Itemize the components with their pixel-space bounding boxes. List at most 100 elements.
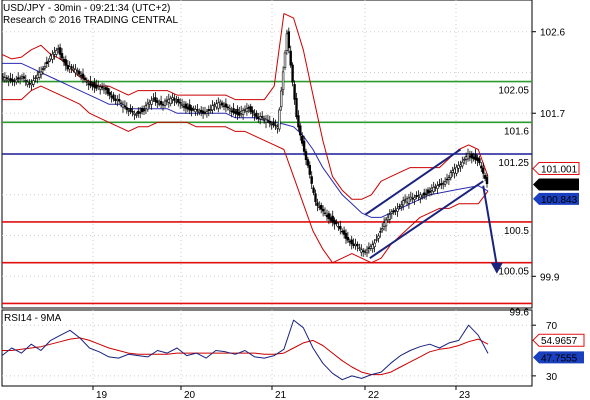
candle-body xyxy=(323,212,327,214)
candle-body xyxy=(146,103,149,110)
candle-body xyxy=(386,216,390,221)
candle-body xyxy=(295,98,298,118)
candle-body xyxy=(222,105,226,108)
candle-body xyxy=(114,98,117,102)
candle-body xyxy=(13,80,16,82)
candle-body xyxy=(74,69,77,74)
candle-body xyxy=(188,104,191,111)
candle-body xyxy=(266,119,270,122)
candle-body xyxy=(156,100,159,103)
candle-body xyxy=(39,71,43,75)
candle-body xyxy=(104,87,108,90)
channel-lower-line xyxy=(369,180,484,260)
candle-body xyxy=(7,79,10,82)
rsi-tag-label: 47.7555 xyxy=(541,353,578,364)
candle-body xyxy=(329,217,332,221)
candle-body xyxy=(211,105,214,111)
candle-body xyxy=(400,204,403,207)
candle-body xyxy=(161,104,165,106)
candle-body xyxy=(140,108,144,113)
candle-body xyxy=(382,222,386,227)
candle-body xyxy=(142,109,146,112)
candle-body xyxy=(159,101,163,105)
candle-body xyxy=(78,71,81,75)
candle-body xyxy=(198,110,201,113)
candle-body xyxy=(144,105,148,110)
candle-body xyxy=(405,198,409,203)
candle-body xyxy=(241,110,245,115)
channel-upper-line xyxy=(364,148,462,216)
candle-body xyxy=(163,100,167,106)
price-tag-blue xyxy=(533,192,579,205)
candle-body xyxy=(388,214,391,220)
candle-body xyxy=(76,70,79,72)
rsi-tags: 54.9657 47.7555 xyxy=(532,333,585,364)
candle-body xyxy=(16,77,20,80)
candle-body xyxy=(262,118,266,120)
candle-body xyxy=(297,115,300,128)
candle-body xyxy=(285,33,289,52)
candle-body xyxy=(371,244,374,249)
candle-body xyxy=(234,111,237,114)
candle-body xyxy=(15,79,18,83)
candle-body xyxy=(30,83,33,86)
candle-body xyxy=(457,165,460,169)
candle-body xyxy=(207,109,210,112)
candle-body xyxy=(95,84,98,89)
level-label-101.25: 101.25 xyxy=(498,158,529,169)
candle-body xyxy=(430,187,433,191)
rsi-grid xyxy=(2,310,532,386)
candle-body xyxy=(184,103,188,109)
candle-body xyxy=(420,195,424,198)
candle-body xyxy=(255,112,258,118)
candle-body xyxy=(434,186,437,188)
candle-body xyxy=(85,81,89,83)
candle-body xyxy=(441,182,445,185)
candle-body xyxy=(55,50,58,55)
candle-body xyxy=(87,83,90,85)
candle-body xyxy=(192,108,195,110)
candle-body xyxy=(274,124,277,127)
bollinger-lower-line xyxy=(2,85,489,264)
candle-body xyxy=(165,99,169,102)
candle-body xyxy=(110,96,113,98)
rsi-tag-label: 54.9657 xyxy=(541,336,578,347)
date-axis-label: 21 xyxy=(275,390,287,400)
candle-body xyxy=(203,112,207,114)
candle-body xyxy=(34,77,37,80)
candle-body xyxy=(148,101,151,105)
candle-body xyxy=(300,135,304,144)
candle-body xyxy=(190,107,193,112)
candle-body xyxy=(287,31,290,49)
candle-body xyxy=(440,183,443,186)
candle-body xyxy=(272,121,275,126)
candle-body xyxy=(125,107,129,110)
candle-body xyxy=(379,231,382,233)
candle-body xyxy=(306,159,310,166)
candle-body xyxy=(449,172,452,179)
candle-body xyxy=(478,158,481,163)
candle-body xyxy=(158,103,161,105)
candle-body xyxy=(419,194,422,199)
date-axis-label: 22 xyxy=(368,390,380,400)
candle-body xyxy=(3,77,7,81)
candle-body xyxy=(119,102,123,105)
candle-body xyxy=(137,110,140,114)
candle-body xyxy=(339,226,342,230)
candle-body xyxy=(79,75,83,77)
candle-body xyxy=(333,219,336,225)
candle-body xyxy=(474,154,477,161)
candle-body xyxy=(58,47,62,55)
candle-body xyxy=(83,77,87,81)
candle-body xyxy=(377,235,380,239)
candle-body xyxy=(45,61,49,64)
candle-body xyxy=(200,109,203,113)
candle-body xyxy=(26,81,29,85)
candle-body xyxy=(64,59,68,66)
forecast-arrow-shaft xyxy=(482,185,498,266)
candle-body xyxy=(100,86,104,89)
candle-body xyxy=(281,71,285,91)
candle-body xyxy=(139,112,142,114)
candle-body xyxy=(62,58,66,63)
candle-body xyxy=(396,208,399,212)
